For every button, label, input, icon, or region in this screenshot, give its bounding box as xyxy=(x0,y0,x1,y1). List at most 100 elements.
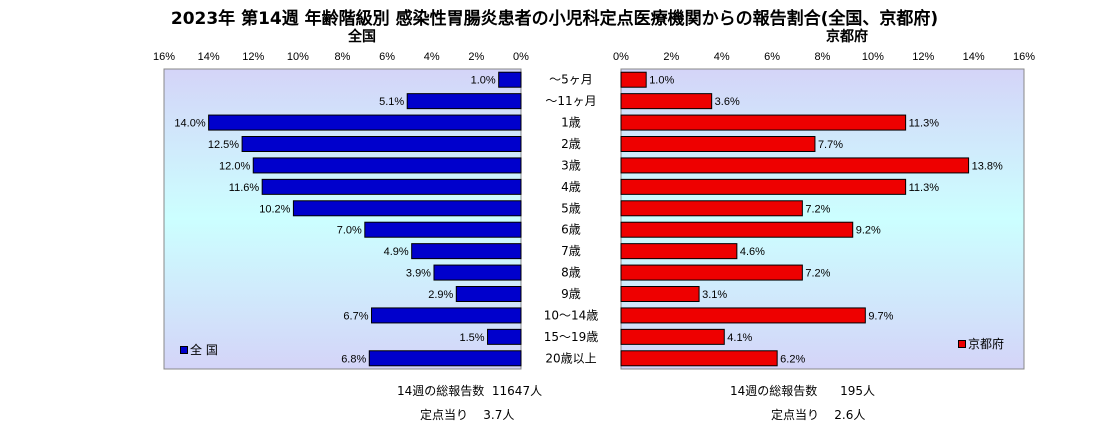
national-per-sentinel: 定点当り 3.7人 xyxy=(420,408,515,422)
kyoto-bar xyxy=(620,350,778,367)
national-bar xyxy=(261,178,522,195)
age-category-label: 20歳以上 xyxy=(545,351,596,365)
kyoto-x-tick-label: 4% xyxy=(714,51,730,63)
national-x-tick-label: 12% xyxy=(242,51,264,63)
national-bar xyxy=(455,286,522,302)
national-value-label: 12.5% xyxy=(208,139,239,151)
kyoto-x-tick-label: 8% xyxy=(815,51,831,63)
kyoto-legend-label: 京都府 xyxy=(968,337,1005,351)
national-legend-label: 全 国 xyxy=(190,343,218,357)
national-x-tick-label: 2% xyxy=(468,51,484,63)
kyoto-bar xyxy=(620,178,907,195)
chart-title: 2023年 第14週 年齢階級別 感染性胃腸炎患者の小児科定点医療機関からの報告… xyxy=(170,9,939,29)
kyoto-value-label: 4.1% xyxy=(727,332,752,344)
national-bar xyxy=(487,328,522,345)
national-value-label: 5.1% xyxy=(379,96,404,108)
kyoto-value-label: 13.8% xyxy=(972,160,1003,172)
age-category-label: 2歳 xyxy=(561,137,581,151)
kyoto-bar xyxy=(620,221,854,238)
kyoto-subtitle: 京都府 xyxy=(826,29,868,45)
kyoto-value-label: 1.0% xyxy=(649,75,674,87)
kyoto-value-label: 3.1% xyxy=(702,289,727,301)
kyoto-value-label: 4.6% xyxy=(740,246,765,258)
national-bar xyxy=(371,307,522,324)
kyoto-x-tick-label: 2% xyxy=(663,51,679,63)
national-bar xyxy=(252,157,522,174)
national-bar xyxy=(411,243,522,260)
kyoto-bar xyxy=(620,243,738,260)
national-value-label: 4.9% xyxy=(384,246,409,258)
kyoto-bar xyxy=(620,136,816,152)
national-value-label: 10.2% xyxy=(259,203,290,215)
national-value-label: 11.6% xyxy=(229,182,260,194)
national-value-label: 1.5% xyxy=(459,332,484,344)
kyoto-bar xyxy=(620,114,907,131)
national-value-label: 12.0% xyxy=(219,160,250,172)
kyoto-value-label: 6.2% xyxy=(780,353,805,365)
kyoto-value-label: 11.3% xyxy=(909,182,940,194)
kyoto-total-reports: 14週の総報告数 195人 xyxy=(730,384,876,398)
kyoto-bar xyxy=(620,328,725,345)
national-plot-area xyxy=(163,68,522,370)
kyoto-value-label: 7.2% xyxy=(805,203,830,215)
national-value-label: 6.7% xyxy=(343,310,368,322)
national-legend-swatch xyxy=(180,345,188,354)
kyoto-bar xyxy=(620,71,647,88)
kyoto-bar xyxy=(620,93,713,110)
kyoto-x-tick-label: 12% xyxy=(912,51,934,63)
kyoto-x-tick-label: 0% xyxy=(613,51,629,63)
national-bar xyxy=(406,93,522,110)
kyoto-value-label: 11.3% xyxy=(909,118,940,130)
kyoto-value-label: 7.7% xyxy=(818,139,843,151)
national-bar xyxy=(368,350,522,367)
national-x-tick-label: 6% xyxy=(379,51,395,63)
national-value-label: 6.8% xyxy=(341,353,366,365)
kyoto-x-tick-label: 6% xyxy=(764,51,780,63)
national-value-label: 14.0% xyxy=(174,118,205,130)
age-category-label: 3歳 xyxy=(561,158,581,172)
national-legend: 全 国 xyxy=(180,341,218,358)
national-x-tick-label: 8% xyxy=(335,51,351,63)
national-x-tick-label: 14% xyxy=(198,51,220,63)
national-x-tick-label: 16% xyxy=(153,51,175,63)
national-value-label: 2.9% xyxy=(428,289,453,301)
national-x-tick-label: 4% xyxy=(424,51,440,63)
kyoto-bar xyxy=(620,307,866,324)
national-bar xyxy=(364,221,522,238)
national-x-tick-label: 0% xyxy=(513,51,529,63)
national-bar xyxy=(241,136,522,152)
age-category-label: 4歳 xyxy=(561,180,581,194)
national-x-tick-label: 10% xyxy=(287,51,309,63)
kyoto-value-label: 9.7% xyxy=(868,310,893,322)
kyoto-plot-area xyxy=(620,68,1025,370)
national-subtitle: 全国 xyxy=(348,29,376,45)
kyoto-value-label: 9.2% xyxy=(856,225,881,237)
kyoto-bar xyxy=(620,264,803,281)
kyoto-x-tick-label: 14% xyxy=(963,51,985,63)
kyoto-legend-swatch xyxy=(958,339,966,348)
age-category-label: 9歳 xyxy=(561,287,581,301)
national-total-reports: 14週の総報告数 11647人 xyxy=(397,384,543,398)
kyoto-bar xyxy=(620,157,970,174)
age-category-label: 5歳 xyxy=(561,201,581,215)
national-bar xyxy=(433,264,522,281)
age-category-label: 7歳 xyxy=(561,244,581,258)
kyoto-bar xyxy=(620,286,700,302)
age-category-label: 15～19歳 xyxy=(544,330,599,344)
kyoto-bar xyxy=(620,200,803,217)
age-category-label: 6歳 xyxy=(561,223,581,237)
national-value-label: 7.0% xyxy=(337,225,362,237)
kyoto-per-sentinel: 定点当り 2.6人 xyxy=(771,408,866,422)
national-bar xyxy=(208,114,522,131)
kyoto-x-tick-label: 16% xyxy=(1013,51,1035,63)
kyoto-value-label: 3.6% xyxy=(715,96,740,108)
kyoto-value-label: 7.2% xyxy=(805,268,830,280)
national-bar xyxy=(292,200,522,217)
age-category-label: 1歳 xyxy=(561,116,581,130)
national-bar xyxy=(498,71,522,88)
age-category-label: ～11ヶ月 xyxy=(545,94,596,108)
age-category-label: 8歳 xyxy=(561,266,581,280)
national-value-label: 3.9% xyxy=(406,268,431,280)
kyoto-legend: 京都府 xyxy=(958,335,1004,352)
